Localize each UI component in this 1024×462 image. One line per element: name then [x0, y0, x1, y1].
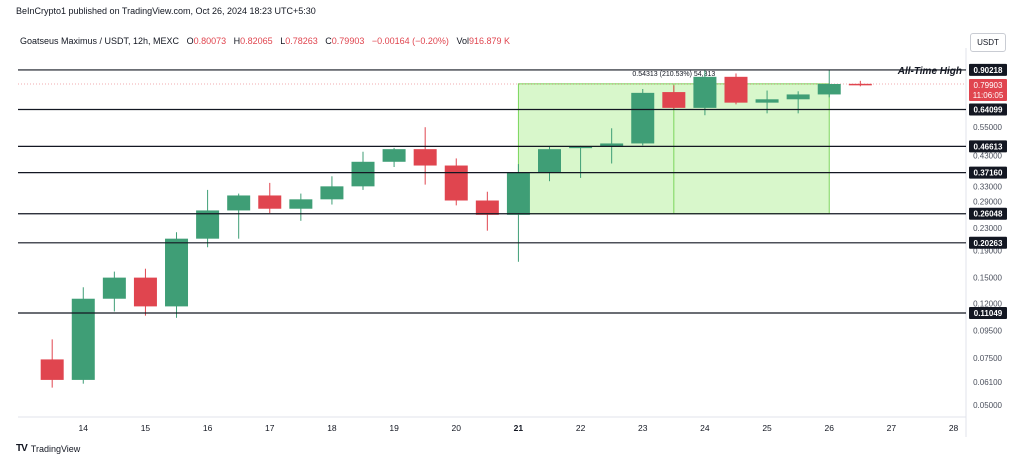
candle-body: [569, 146, 593, 149]
x-tick-label: 28: [949, 423, 959, 433]
symbol-legend: Goatseus Maximus / USDT, 12h, MEXC O0.80…: [20, 36, 510, 46]
tradingview-name: TradingView: [30, 443, 81, 454]
candle-body: [165, 238, 189, 307]
candle-body: [444, 165, 468, 201]
x-tick-label: 21: [514, 423, 524, 433]
candle-body: [102, 277, 126, 299]
x-tick-label: 17: [265, 423, 275, 433]
currency-button[interactable]: USDT: [970, 33, 1006, 52]
x-tick-label: 20: [452, 423, 462, 433]
high-label: H: [233, 36, 241, 46]
open-value: 0.80073: [193, 36, 227, 46]
y-tick-label: 0.29000: [973, 197, 1002, 206]
countdown-label: 11:06:05: [973, 91, 1004, 100]
candle-body: [258, 195, 282, 209]
ath-label: All-Time High: [897, 66, 962, 77]
change-value: −0.00164 (−0.20%): [371, 36, 449, 46]
candle-body: [786, 94, 810, 100]
y-tick-label: 0.33000: [973, 182, 1002, 191]
candle-body: [351, 161, 375, 187]
level-price-label: 0.46613: [974, 142, 1003, 151]
level-price-box: [969, 307, 1007, 320]
current-price-label: 0.79903: [974, 81, 1003, 90]
candle-body: [755, 99, 779, 103]
x-tick-label: 19: [389, 423, 399, 433]
level-price-label: 0.37160: [974, 169, 1003, 178]
current-price-box: [969, 78, 1007, 101]
x-tick-label: 26: [825, 423, 835, 433]
candle-body: [848, 83, 872, 86]
y-tick-label: 0.15000: [973, 274, 1002, 283]
candle-body: [289, 199, 313, 209]
symbol-name: Goatseus Maximus / USDT, 12h, MEXC: [20, 36, 180, 46]
y-tick-label: 0.12000: [973, 299, 1002, 308]
candle-body: [662, 92, 686, 108]
level-price-box: [969, 63, 1007, 76]
x-tick-label: 15: [141, 423, 151, 433]
candle-body: [71, 298, 95, 380]
candle-body: [320, 186, 344, 200]
candle-body: [227, 195, 251, 211]
candle-body: [196, 210, 220, 239]
y-tick-label: 0.23000: [973, 224, 1002, 233]
level-price-label: 0.26048: [974, 210, 1003, 219]
candle-body: [382, 149, 406, 162]
x-tick-label: 23: [638, 423, 648, 433]
open-label: O: [186, 36, 194, 46]
candle-body: [693, 76, 717, 108]
candle-body: [475, 200, 499, 215]
level-price-box: [969, 207, 1007, 220]
level-price-box: [969, 236, 1007, 249]
candle-body: [538, 149, 562, 173]
y-tick-label: 0.43000: [973, 152, 1002, 161]
level-price-label: 0.11049: [974, 309, 1003, 318]
candle-body: [506, 172, 530, 215]
x-tick-label: 27: [887, 423, 897, 433]
publisher-line: BeInCrypto1 published on TradingView.com…: [16, 6, 316, 16]
candle-body: [133, 277, 157, 307]
level-price-box: [969, 166, 1007, 179]
tradingview-logo: TV: [16, 443, 28, 454]
candle-body: [724, 76, 748, 103]
level-price-box: [969, 103, 1007, 116]
candle-body: [413, 149, 437, 166]
candle-body: [600, 143, 624, 147]
candle-body: [40, 359, 64, 380]
y-tick-label: 0.55000: [973, 123, 1002, 132]
low-label: L: [280, 36, 286, 46]
y-tick-label: 0.09500: [973, 326, 1002, 335]
y-tick-label: 0.07500: [973, 354, 1002, 363]
x-tick-label: 25: [762, 423, 772, 433]
candle-body: [817, 83, 841, 95]
y-tick-label: 0.06100: [973, 378, 1002, 387]
x-tick-label: 18: [327, 423, 337, 433]
close-value: 0.79903: [331, 36, 365, 46]
x-tick-label: 14: [79, 423, 89, 433]
x-tick-label: 16: [203, 423, 213, 433]
volume-value: 916.879 K: [468, 36, 510, 46]
level-price-box: [969, 140, 1007, 153]
high-value: 0.82065: [240, 36, 273, 46]
level-price-label: 0.90218: [974, 66, 1003, 75]
footer-brand: TV TradingView: [16, 443, 80, 454]
level-price-label: 0.20263: [974, 239, 1003, 248]
x-tick-label: 24: [700, 423, 710, 433]
y-tick-label: 0.19000: [973, 246, 1002, 255]
y-tick-label: 0.05000: [973, 401, 1002, 410]
measure-zone-label: 0.54313 (210.53%) 54,313: [632, 71, 715, 78]
volume-label: Vol: [456, 36, 469, 46]
level-price-label: 0.64099: [974, 105, 1003, 114]
x-tick-label: 22: [576, 423, 586, 433]
candle-body: [631, 92, 655, 144]
close-label: C: [325, 36, 332, 46]
low-value: 0.78263: [285, 36, 318, 46]
